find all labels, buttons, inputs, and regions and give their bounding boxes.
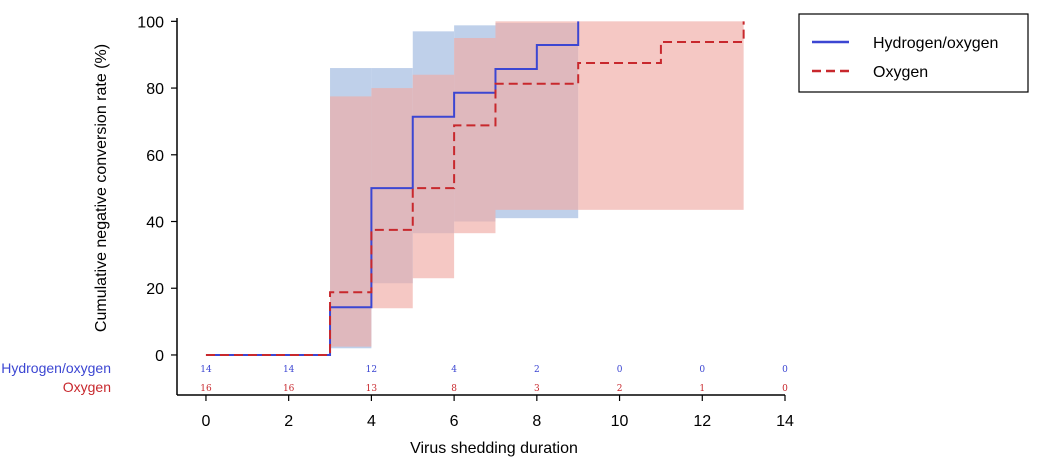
risk-row-label-hydrogen-oxygen: Hydrogen/oxygen <box>1 360 111 376</box>
y-tick-label-0: 0 <box>155 348 164 365</box>
risk-count-oxygen-t12: 1 <box>699 384 705 394</box>
step-lines <box>205 21 745 356</box>
ci-band-oxygen-0 <box>330 96 372 347</box>
y-axis-label: Cumulative negative conversion rate (%) <box>93 44 110 332</box>
legend: Hydrogen/oxygen Oxygen <box>798 13 1029 93</box>
x-tick-label-4: 4 <box>367 413 376 430</box>
x-axis-label: Virus shedding duration <box>410 440 578 457</box>
risk-count-hydrogen-oxygen-t14: 0 <box>782 365 788 375</box>
risk-count-hydrogen-oxygen-t0: 14 <box>200 365 212 375</box>
risk-count-hydrogen-oxygen-t10: 0 <box>617 365 623 375</box>
y-tick-label-100: 100 <box>137 14 164 31</box>
y-tick-label-20: 20 <box>146 281 164 298</box>
ci-bands <box>330 21 744 349</box>
step-line-oxygen <box>205 21 745 356</box>
legend-label-hydrogen-oxygen: Hydrogen/oxygen <box>873 35 998 52</box>
ci-band-oxygen-2 <box>412 74 455 279</box>
y-tick-label-60: 60 <box>146 148 164 165</box>
risk-count-oxygen-t0: 16 <box>200 384 212 394</box>
y-tick-label-40: 40 <box>146 215 164 232</box>
legend-box <box>798 13 1029 93</box>
risk-count-hydrogen-oxygen-t2: 14 <box>283 365 295 375</box>
risk-count-hydrogen-oxygen-t4: 12 <box>366 365 377 375</box>
risk-count-hydrogen-oxygen-t8: 2 <box>534 365 540 375</box>
x-tick-label-10: 10 <box>611 413 629 430</box>
risk-count-hydrogen-oxygen-t6: 4 <box>451 365 457 375</box>
risk-count-hydrogen-oxygen-t12: 0 <box>699 365 705 375</box>
y-tick-label-80: 80 <box>146 81 164 98</box>
ci-band-oxygen-3 <box>454 38 496 234</box>
ci-band-oxygen-1 <box>371 88 413 309</box>
risk-count-oxygen-t2: 16 <box>283 384 295 394</box>
x-tick-label-8: 8 <box>532 413 541 430</box>
risk-count-oxygen-t4: 13 <box>366 384 378 394</box>
risk-count-oxygen-t6: 8 <box>451 384 457 394</box>
risk-count-oxygen-t10: 2 <box>617 384 623 394</box>
x-tick-label-12: 12 <box>693 413 711 430</box>
x-tick-label-2: 2 <box>284 413 293 430</box>
x-tick-label-0: 0 <box>201 413 210 430</box>
x-tick-label-14: 14 <box>776 413 794 430</box>
legend-label-oxygen: Oxygen <box>873 64 928 81</box>
risk-count-oxygen-t8: 3 <box>534 384 540 394</box>
risk-count-oxygen-t14: 0 <box>782 384 788 394</box>
risk-row-label-oxygen: Oxygen <box>63 379 111 395</box>
x-tick-label-6: 6 <box>450 413 459 430</box>
step-line-hydrogen-oxygen <box>205 21 580 356</box>
